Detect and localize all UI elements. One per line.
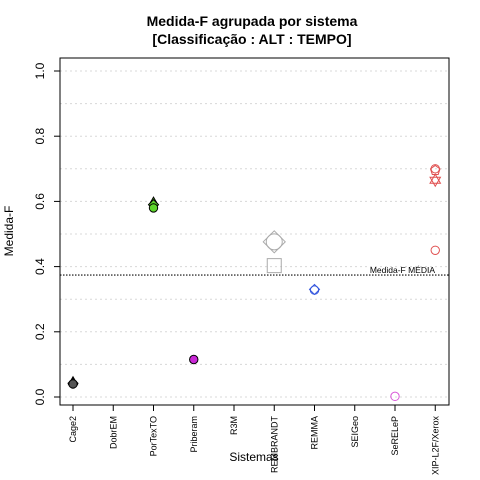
- y-tick-label: 1.0: [33, 62, 47, 79]
- data-point: [148, 203, 159, 213]
- chart-subtitle: [Classificação : ALT : TEMPO]: [152, 31, 351, 47]
- data-point: [265, 233, 283, 251]
- data-point: [266, 258, 282, 274]
- star-triangle-down: [429, 176, 442, 188]
- x-tick-label: XIP-L2F/Xerox: [430, 416, 440, 476]
- data-point: [309, 285, 320, 295]
- data-point: [429, 173, 442, 188]
- x-tick-label: PorTexTO: [149, 416, 159, 456]
- x-axis-label: Sistemas: [229, 450, 278, 464]
- data-point: [430, 245, 440, 256]
- x-tick-label: REMMA: [310, 416, 320, 450]
- x-tick-label: SEIGeo: [350, 416, 360, 448]
- y-tick-label: 0.2: [33, 323, 47, 340]
- chart-title: Medida-F agrupada por sistema: [147, 13, 358, 29]
- x-tick-label: Cage2: [68, 416, 78, 443]
- x-tick-label: R3M: [229, 416, 239, 435]
- plot-frame: [59, 57, 450, 406]
- y-tick-label: 0.0: [33, 388, 47, 405]
- data-point: [68, 379, 78, 389]
- y-tick-label: 0.8: [33, 128, 47, 145]
- y-tick-label: 0.6: [33, 193, 47, 210]
- x-axis: Cage2 DobrEM PorTexTO Priberam R3M REMBRANDT R…: [68, 405, 440, 475]
- star-triangle-up: [429, 173, 442, 184]
- data-point: [189, 354, 199, 365]
- reference-line-label: Medida-F MÉDIA: [370, 265, 436, 275]
- x-tick-label: SeRELeP: [390, 416, 400, 456]
- reference-layer: Medida-F MÉDIA: [60, 265, 449, 276]
- y-tick-label: 0.4: [33, 258, 47, 275]
- x-tick-label: DobrEM: [108, 416, 118, 449]
- y-axis: 0.0 0.2 0.4 0.6 0.8 1.0: [33, 62, 60, 405]
- x-tick-label: Priberam: [189, 416, 199, 453]
- points-layer: [67, 164, 442, 402]
- y-axis-label: Medida-F: [2, 206, 16, 257]
- x-tick-label: REMBRANDT: [269, 416, 279, 474]
- data-point: [390, 391, 400, 402]
- grid: [60, 70, 449, 398]
